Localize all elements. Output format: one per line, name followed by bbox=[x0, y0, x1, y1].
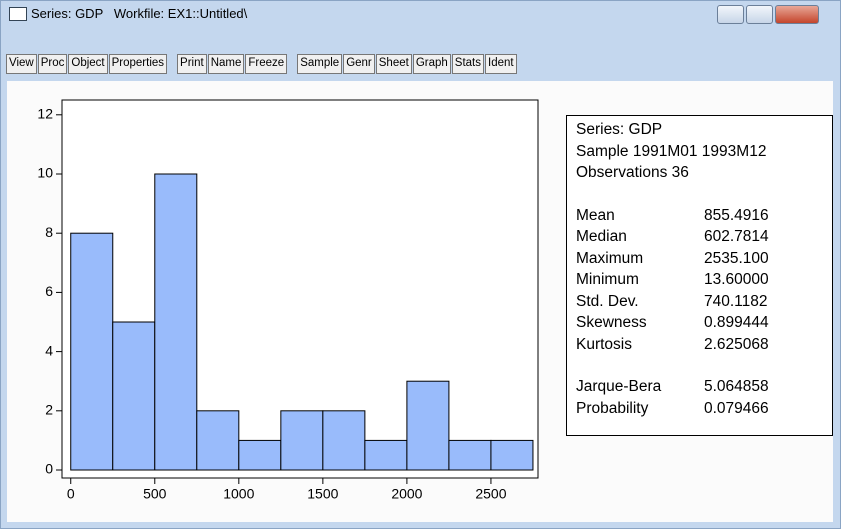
stats-header: Sample 1991M01 1993M12 bbox=[576, 142, 767, 160]
toolbar-button[interactable]: Object bbox=[68, 54, 108, 74]
toolbar-button[interactable]: Ident bbox=[485, 54, 517, 74]
stats-header: Observations 36 bbox=[576, 164, 689, 181]
toolbar-button[interactable]: Print bbox=[177, 54, 207, 74]
bar bbox=[322, 410, 366, 471]
stats-row: Minimum 13.60000 bbox=[576, 269, 832, 291]
toolbar-group: Sample Genr Sheet Graph Stats Ident bbox=[297, 54, 517, 74]
toolbar-button[interactable]: Name bbox=[207, 54, 245, 74]
bar bbox=[154, 173, 198, 471]
bar bbox=[280, 410, 324, 471]
stat-value: 13.60000 bbox=[704, 271, 769, 288]
bar bbox=[112, 321, 156, 471]
bar bbox=[70, 232, 114, 471]
toolbar: View Proc Object Properties Print Name Freeze S… bbox=[6, 54, 527, 74]
y-tick-label: 6 bbox=[45, 283, 53, 299]
bar bbox=[238, 439, 282, 471]
stats-row: Median 602.7814 bbox=[576, 226, 832, 248]
window-icon bbox=[9, 7, 27, 21]
toolbar-button[interactable]: Sample bbox=[297, 54, 343, 74]
title-bar: Series: GDP Workfile: EX1::Untitled\ bbox=[1, 1, 840, 27]
stats-row: Std. Dev. 740.1182 bbox=[576, 291, 832, 313]
spacer bbox=[576, 355, 832, 376]
stats-row: Probability 0.079466 bbox=[576, 398, 832, 420]
stats-row: Mean 855.4916 bbox=[576, 205, 832, 227]
x-tick-label: 0 bbox=[67, 486, 75, 502]
stat-value: 5.064858 bbox=[704, 378, 769, 395]
bar bbox=[490, 439, 534, 471]
toolbar-group: View Proc Object Properties bbox=[6, 54, 168, 74]
y-tick-label: 10 bbox=[37, 165, 53, 181]
toolbar-button[interactable]: Properties bbox=[108, 54, 168, 74]
minimize-button[interactable] bbox=[717, 5, 744, 24]
stat-label: Jarque-Bera bbox=[576, 378, 662, 395]
y-tick-label: 8 bbox=[45, 224, 53, 240]
stat-value: 2535.100 bbox=[704, 249, 769, 267]
close-button[interactable] bbox=[775, 5, 819, 24]
stat-label: Maximum bbox=[576, 249, 644, 267]
bar bbox=[196, 410, 240, 471]
x-tick-label: 2500 bbox=[475, 486, 506, 502]
window-title: Series: GDP Workfile: EX1::Untitled\ bbox=[31, 6, 248, 21]
x-tick-label: 1500 bbox=[307, 486, 338, 502]
y-tick-label: 4 bbox=[45, 342, 53, 358]
stat-label: Kurtosis bbox=[576, 335, 632, 353]
stat-value: 740.1182 bbox=[704, 292, 768, 310]
stats-row: Skewness 0.899444 bbox=[576, 312, 832, 334]
x-tick-label: 1000 bbox=[223, 486, 254, 502]
stat-label: Probability bbox=[576, 399, 649, 417]
toolbar-button[interactable]: Stats bbox=[451, 54, 485, 74]
stat-value: 2.625068 bbox=[704, 335, 769, 353]
stat-value: 0.079466 bbox=[704, 399, 769, 417]
stat-label: Minimum bbox=[576, 271, 639, 288]
stat-label: Std. Dev. bbox=[576, 292, 639, 310]
bar bbox=[406, 380, 450, 471]
x-tick-label: 500 bbox=[143, 486, 167, 502]
stats-row: Kurtosis 2.625068 bbox=[576, 334, 832, 356]
y-tick-label: 2 bbox=[45, 402, 53, 418]
y-tick-label: 12 bbox=[37, 106, 53, 122]
stat-value: 855.4916 bbox=[704, 206, 769, 224]
bar bbox=[448, 439, 492, 471]
stats-header: Series: GDP bbox=[576, 121, 663, 138]
spacer bbox=[576, 184, 832, 205]
x-tick-label: 2000 bbox=[391, 486, 422, 502]
toolbar-button[interactable]: Freeze bbox=[245, 54, 288, 74]
stat-value: 0.899444 bbox=[704, 314, 769, 331]
stat-value: 602.7814 bbox=[704, 228, 769, 245]
toolbar-group: Print Name Freeze bbox=[177, 54, 288, 74]
stat-label: Median bbox=[576, 228, 627, 245]
bar bbox=[364, 439, 408, 471]
stats-panel: Series: GDP Sample 1991M01 1993M12 Observa… bbox=[566, 115, 833, 436]
toolbar-button[interactable]: Graph bbox=[412, 54, 451, 74]
toolbar-button[interactable]: Genr bbox=[343, 54, 375, 74]
maximize-button[interactable] bbox=[746, 5, 773, 24]
stat-label: Mean bbox=[576, 206, 615, 224]
toolbar-button[interactable]: View bbox=[6, 54, 37, 74]
stats-row: Maximum 2535.100 bbox=[576, 248, 832, 270]
stat-label: Skewness bbox=[576, 314, 647, 331]
toolbar-button[interactable]: Proc bbox=[37, 54, 68, 74]
toolbar-button[interactable]: Sheet bbox=[375, 54, 412, 74]
y-tick-label: 0 bbox=[45, 461, 53, 477]
stats-row: Jarque-Bera 5.064858 bbox=[576, 376, 832, 398]
